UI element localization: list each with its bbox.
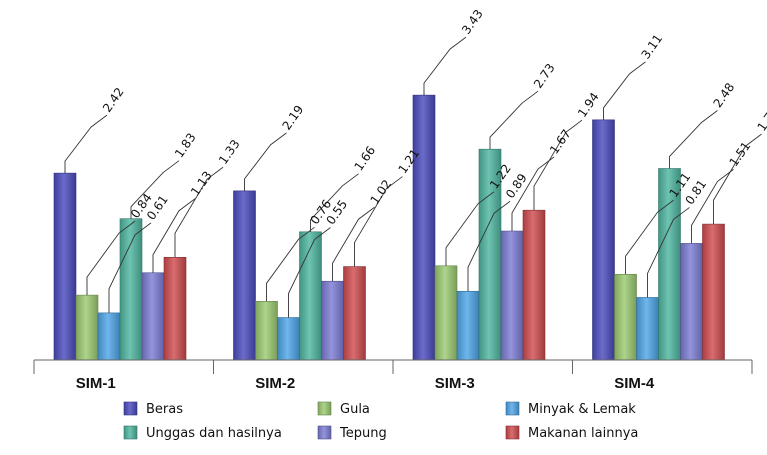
leader-line-sim-2-unggas-dan-hasilnya bbox=[310, 173, 359, 232]
legend-label-beras: Beras bbox=[146, 402, 183, 417]
leader-line-sim-2-gula bbox=[266, 226, 315, 302]
legend-label-unggas-dan-hasilnya: Unggas dan hasilnya bbox=[146, 426, 282, 441]
bar-sim-2-minyak-lemak bbox=[277, 317, 300, 361]
leader-line-sim-3-gula bbox=[445, 191, 495, 266]
legend-swatch-beras bbox=[123, 401, 138, 416]
legend-item-makanan-lainnya: Makanan lainnya bbox=[505, 425, 638, 441]
leader-line-sim-3-minyak-lemak bbox=[467, 200, 511, 292]
legend-item-gula: Gula bbox=[317, 401, 370, 417]
bar-sim-4-gula bbox=[614, 273, 637, 361]
bar-sim-3-tepung bbox=[500, 230, 524, 361]
bar-sim-2-makanan-lainnya bbox=[343, 266, 366, 361]
bar-sim-1-minyak-lemak bbox=[97, 312, 121, 361]
bar-sim-4-tepung bbox=[680, 243, 703, 361]
leader-line-sim-3-makanan-lainnya bbox=[533, 119, 583, 211]
bar-sim-1-unggas-dan-hasilnya bbox=[119, 218, 143, 361]
bar-sim-3-makanan-lainnya bbox=[522, 209, 546, 361]
value-label-sim-3-unggas-dan-hasilnya: 2.73 bbox=[531, 61, 558, 91]
x-axis: SIM-1 SIM-2 SIM-3 SIM-4 bbox=[33, 359, 753, 392]
leader-line-sim-1-tepung bbox=[152, 198, 196, 273]
x-tick-label-sim-3: SIM-3 bbox=[435, 375, 475, 392]
value-label-sim-1-unggas-dan-hasilnya: 1.83 bbox=[172, 130, 199, 160]
legend-swatch-makanan-lainnya bbox=[505, 425, 520, 440]
bar-sim-4-beras bbox=[592, 119, 615, 361]
value-label-sim-1-makanan-lainnya: 1.33 bbox=[216, 137, 243, 167]
bar-sim-1-makanan-lainnya bbox=[163, 256, 187, 361]
legend-swatch-tepung bbox=[317, 425, 332, 440]
bar-sim-2-gula bbox=[255, 301, 278, 361]
legend: Beras Gula Minyak & Lemak Unggas dan hasiln… bbox=[123, 401, 638, 441]
legend-item-beras: Beras bbox=[123, 401, 183, 417]
legend-item-minyak-lemak: Minyak & Lemak bbox=[505, 401, 636, 417]
legend-label-makanan-lainnya: Makanan lainnya bbox=[528, 426, 638, 441]
bars-layer bbox=[53, 94, 725, 361]
bar-sim-2-beras bbox=[233, 190, 256, 361]
leader-line-sim-2-tepung bbox=[332, 206, 375, 282]
leader-line-sim-4-beras bbox=[603, 61, 646, 120]
bar-sim-1-beras bbox=[53, 172, 77, 361]
leader-line-sim-3-tepung bbox=[511, 156, 555, 232]
legend-swatch-unggas-dan-hasilnya bbox=[123, 425, 138, 440]
leader-line-sim-4-gula bbox=[625, 199, 674, 275]
value-label-sim-2-beras: 2.19 bbox=[279, 103, 306, 133]
bar-sim-1-tepung bbox=[141, 272, 165, 361]
leader-line-sim-4-makanan-lainnya bbox=[713, 133, 762, 225]
bar-sim-3-gula bbox=[434, 265, 458, 361]
value-label-sim-4-beras: 3.11 bbox=[638, 32, 665, 62]
legend-item-tepung: Tepung bbox=[317, 425, 387, 441]
leader-line-sim-1-makanan-lainnya bbox=[174, 166, 224, 258]
value-label-sim-3-makanan-lainnya: 1.94 bbox=[575, 90, 602, 120]
legend-label-tepung: Tepung bbox=[339, 426, 387, 441]
leader-line-sim-4-minyak-lemak bbox=[647, 207, 690, 298]
bar-sim-3-beras bbox=[412, 94, 436, 361]
bar-sim-2-tepung bbox=[321, 280, 344, 361]
leader-line-sim-1-minyak-lemak bbox=[108, 222, 152, 313]
legend-label-minyak-lemak: Minyak & Lemak bbox=[528, 402, 636, 417]
bar-sim-1-gula bbox=[75, 294, 99, 361]
bar-sim-2-unggas-dan-hasilnya bbox=[299, 231, 322, 361]
legend-swatch-minyak-lemak bbox=[505, 401, 520, 416]
legend-item-unggas-dan-hasilnya: Unggas dan hasilnya bbox=[123, 425, 282, 441]
legend-swatch-gula bbox=[317, 401, 332, 416]
legend-label-gula: Gula bbox=[340, 402, 370, 417]
x-tick-label-sim-2: SIM-2 bbox=[255, 375, 295, 392]
bar-sim-3-minyak-lemak bbox=[456, 290, 480, 361]
leader-line-sim-2-beras bbox=[244, 132, 287, 191]
leader-line-sim-3-beras bbox=[423, 36, 467, 96]
leader-lines-layer bbox=[64, 36, 762, 318]
value-label-sim-3-tepung: 1.67 bbox=[547, 127, 574, 157]
value-label-sim-4-unggas-dan-hasilnya: 2.48 bbox=[710, 80, 737, 110]
bar-sim-4-makanan-lainnya bbox=[702, 223, 725, 361]
value-label-sim-3-beras: 3.43 bbox=[459, 7, 486, 37]
value-label-sim-1-tepung: 1.13 bbox=[188, 169, 215, 199]
x-tick-label-sim-4: SIM-4 bbox=[614, 375, 655, 392]
value-label-sim-2-unggas-dan-hasilnya: 1.66 bbox=[351, 144, 378, 174]
x-tick-label-sim-1: SIM-1 bbox=[76, 375, 116, 392]
leader-line-sim-1-gula bbox=[86, 220, 136, 296]
leader-line-sim-4-unggas-dan-hasilnya bbox=[669, 110, 718, 169]
leader-line-sim-2-makanan-lainnya bbox=[354, 176, 403, 267]
leader-line-sim-1-unggas-dan-hasilnya bbox=[130, 160, 180, 219]
bar-sim-4-minyak-lemak bbox=[636, 297, 659, 361]
leader-line-sim-4-tepung bbox=[691, 169, 734, 244]
leader-line-sim-3-unggas-dan-hasilnya bbox=[489, 90, 539, 150]
leader-line-sim-2-minyak-lemak bbox=[288, 227, 331, 318]
value-label-sim-2-tepung: 1.02 bbox=[367, 177, 394, 207]
value-label-sim-4-makanan-lainnya: 1.76 bbox=[754, 104, 767, 134]
value-label-sim-1-beras: 2.42 bbox=[100, 85, 127, 115]
leader-line-sim-1-beras bbox=[64, 114, 108, 174]
